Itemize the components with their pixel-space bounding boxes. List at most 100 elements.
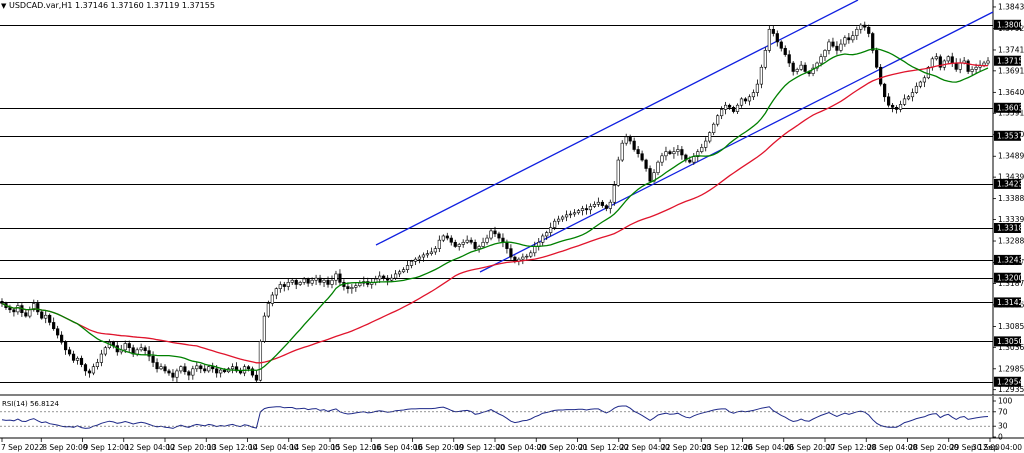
time-tick-label: 27 Sep 12:00 — [826, 443, 876, 452]
price-tick-label: 1.37410 — [998, 45, 1024, 54]
candle-body — [282, 284, 286, 287]
candle-body — [640, 153, 644, 161]
candle-body — [266, 303, 270, 317]
candle-body — [803, 64, 807, 72]
candle — [282, 281, 286, 292]
candle-body — [898, 104, 903, 110]
price-tick-label: 1.38430 — [998, 2, 1024, 11]
candle-body — [477, 246, 481, 249]
candle — [644, 158, 648, 172]
candle-body — [346, 286, 350, 289]
candle — [429, 247, 433, 256]
triangle-down-icon[interactable]: ▼ — [1, 2, 7, 10]
candle-body — [123, 343, 127, 351]
time-tick-label: 16 Sep 20:00 — [414, 443, 464, 452]
candle-body — [894, 107, 899, 110]
candle — [473, 239, 477, 250]
time-tick-label: 12 Sep 04:00 — [125, 443, 175, 452]
candle-body — [632, 140, 636, 150]
candle — [477, 244, 481, 253]
channel-lower-line[interactable] — [479, 11, 994, 273]
candle-body — [628, 136, 632, 142]
candle — [67, 346, 72, 357]
candle — [12, 308, 16, 317]
candle — [171, 369, 175, 382]
candle-body — [644, 159, 648, 169]
candle — [179, 365, 183, 374]
candle — [461, 239, 465, 248]
candle-body — [95, 362, 100, 367]
candle-body — [560, 216, 565, 220]
candle — [71, 350, 76, 363]
candle-body — [274, 288, 278, 296]
candle-body — [207, 366, 211, 372]
candle-body — [230, 366, 235, 370]
candle — [397, 269, 402, 278]
candle-body — [727, 104, 732, 108]
level-label-box — [994, 102, 1021, 113]
candle — [648, 165, 652, 183]
candle-body — [489, 230, 493, 239]
time-tick-label: 22 Sep 04:00 — [620, 443, 670, 452]
candle — [143, 345, 147, 355]
level-price-label: 1.29543 — [994, 376, 1024, 387]
candle-body — [167, 370, 171, 374]
candle-body — [863, 24, 867, 28]
candle-body — [338, 273, 342, 283]
candle — [811, 64, 815, 77]
candle-body — [302, 278, 306, 283]
candle-body — [572, 212, 577, 215]
chart-title: USDCAD.var,H1 1.37146 1.37160 1.37119 1.… — [9, 1, 215, 10]
candle — [795, 67, 799, 75]
candle-body — [83, 364, 88, 372]
candle-body — [441, 235, 445, 241]
level-label-box — [994, 19, 1021, 30]
candle-body — [322, 279, 326, 283]
level-price-label: 1.38007 — [994, 19, 1024, 30]
candle — [763, 47, 767, 70]
candle-body — [799, 64, 803, 70]
time-tick-label: 21 Sep 12:00 — [579, 443, 629, 452]
time-tick-label: 12 Sep 20:00 — [166, 443, 216, 452]
candle — [755, 79, 760, 97]
candle-body — [509, 248, 513, 258]
candle — [394, 270, 398, 281]
candle — [127, 340, 131, 353]
candle-body — [890, 104, 895, 108]
candle — [910, 88, 915, 102]
price-tick-label: 1.34890 — [998, 152, 1024, 161]
price-tick-label: 1.34395 — [998, 173, 1024, 182]
level-label-box — [994, 222, 1021, 233]
candle — [553, 218, 557, 231]
candle-body — [926, 66, 930, 79]
candle-body — [592, 204, 596, 207]
current-price-label: 1.37155 — [994, 55, 1024, 66]
price-tick-label: 1.32880 — [998, 237, 1024, 246]
candle — [720, 106, 724, 120]
candle-body — [624, 136, 628, 144]
candle — [576, 209, 581, 215]
candle-body — [747, 96, 752, 102]
candle-body — [405, 265, 410, 270]
candle — [890, 103, 895, 113]
candle — [16, 302, 20, 315]
candle — [560, 215, 565, 222]
candle-body — [199, 365, 203, 370]
candle-body — [246, 366, 251, 370]
candle-body — [636, 149, 640, 155]
candle-body — [28, 309, 32, 317]
candle-body — [203, 368, 207, 372]
candle — [708, 131, 712, 144]
candle — [64, 340, 68, 355]
candle — [83, 363, 88, 376]
candle — [457, 242, 461, 251]
time-tick-label: 20 Sep 04:00 — [496, 443, 546, 452]
candle-body — [36, 303, 40, 313]
candles — [0, 21, 990, 383]
candle-body — [692, 156, 696, 163]
level-label-box — [994, 254, 1021, 265]
candle — [60, 331, 64, 345]
candle-body — [211, 366, 215, 370]
